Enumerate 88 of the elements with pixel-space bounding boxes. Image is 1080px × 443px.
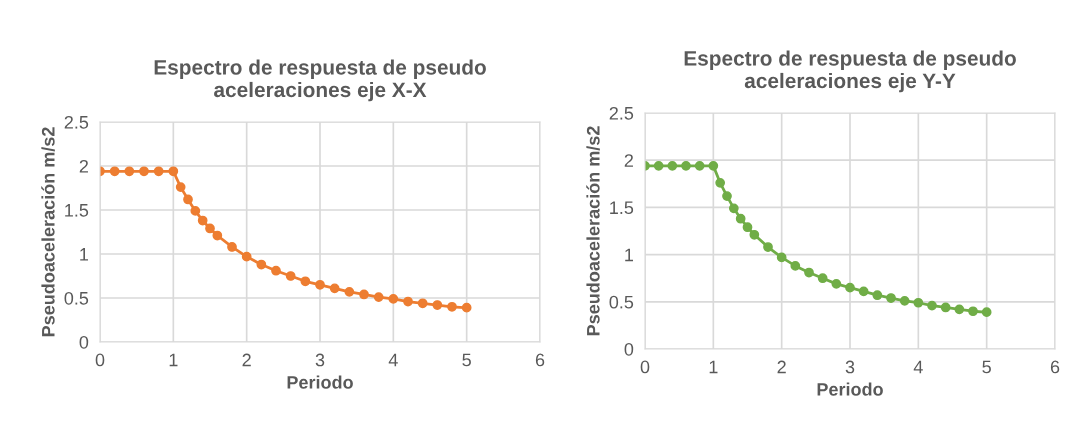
point	[763, 242, 773, 252]
point	[742, 222, 753, 233]
point	[417, 298, 428, 309]
point	[681, 161, 691, 171]
point	[359, 289, 369, 300]
point	[872, 290, 883, 301]
y-tick-label: 0.5	[64, 291, 89, 305]
y-tick-label: 0.5	[609, 295, 634, 309]
x-tick-label: 0	[95, 353, 105, 367]
point	[388, 294, 399, 304]
point	[124, 166, 135, 177]
y-tick-label: 2	[79, 159, 88, 173]
point	[722, 191, 732, 201]
point	[205, 223, 215, 234]
point	[927, 300, 937, 311]
x-tick-label: 1	[709, 360, 718, 374]
x-tick-label: 2	[242, 353, 251, 367]
x-tick-label: 6	[535, 353, 545, 367]
point	[329, 283, 340, 294]
point	[403, 296, 413, 307]
point	[175, 182, 186, 192]
point	[817, 273, 828, 284]
y-tick-label: 1.5	[65, 204, 89, 217]
point	[197, 215, 208, 226]
y-tick-label: 2.5	[609, 106, 634, 120]
x-tick-label: 0	[640, 360, 650, 374]
chart-title: Espectro de respuesta de pseudo aceleraciones eje Y-Y	[684, 50, 1016, 93]
point	[190, 206, 201, 216]
y-tick-label: 0	[624, 342, 634, 356]
y-tick-label: 1	[625, 248, 634, 262]
point	[886, 293, 896, 303]
point	[153, 166, 164, 177]
point	[968, 306, 978, 317]
x-axis-title: Periodo	[817, 382, 883, 396]
point	[728, 203, 739, 214]
point	[790, 261, 801, 271]
point	[373, 292, 384, 302]
point	[954, 304, 965, 315]
y-tick-label: 2	[624, 154, 633, 167]
point	[227, 242, 237, 252]
x-tick-label: 4	[388, 353, 398, 367]
point	[447, 301, 457, 312]
point	[256, 259, 267, 270]
y-tick-label: 0	[79, 335, 89, 349]
point	[715, 177, 726, 188]
x-tick-label: 4	[913, 360, 923, 374]
point	[653, 161, 664, 171]
point	[858, 286, 869, 297]
point	[831, 279, 842, 289]
x-tick-label: 6	[1050, 360, 1060, 374]
point	[804, 267, 814, 278]
y-tick-label: 1.5	[610, 201, 634, 215]
point	[667, 161, 678, 171]
chart-title: Espectro de respuesta de pseudo aceleraciones eje X-X	[154, 59, 486, 102]
point	[183, 194, 193, 205]
x-tick-label: 5	[462, 353, 471, 367]
y-tick-label: 1	[80, 248, 89, 261]
x-tick-label: 3	[315, 353, 325, 367]
point	[981, 307, 992, 318]
point	[212, 230, 223, 241]
x-tick-label: 3	[845, 360, 855, 374]
point	[344, 286, 355, 297]
point	[461, 302, 472, 313]
point	[109, 166, 120, 177]
point	[271, 265, 281, 276]
point	[694, 161, 705, 171]
x-tick-label: 1	[169, 353, 178, 367]
point	[241, 251, 252, 262]
point	[845, 282, 855, 293]
point	[735, 213, 746, 224]
point	[776, 252, 787, 263]
point	[708, 161, 719, 171]
y-tick-label: 2.5	[64, 115, 89, 129]
x-tick-label: 2	[777, 360, 786, 374]
point	[139, 166, 149, 177]
point	[940, 302, 951, 313]
point	[300, 276, 311, 287]
point	[315, 279, 325, 290]
point	[285, 271, 296, 281]
point	[432, 300, 443, 310]
y-axis-title: Pseudoaceleración m/s2	[41, 127, 55, 337]
point	[749, 229, 760, 240]
x-axis-title: Periodo	[287, 375, 353, 389]
point	[899, 295, 910, 306]
point	[168, 166, 179, 177]
y-axis-title: Pseudoaceleración m/s2	[586, 126, 600, 336]
point	[913, 297, 924, 308]
x-tick-label: 5	[982, 360, 991, 374]
